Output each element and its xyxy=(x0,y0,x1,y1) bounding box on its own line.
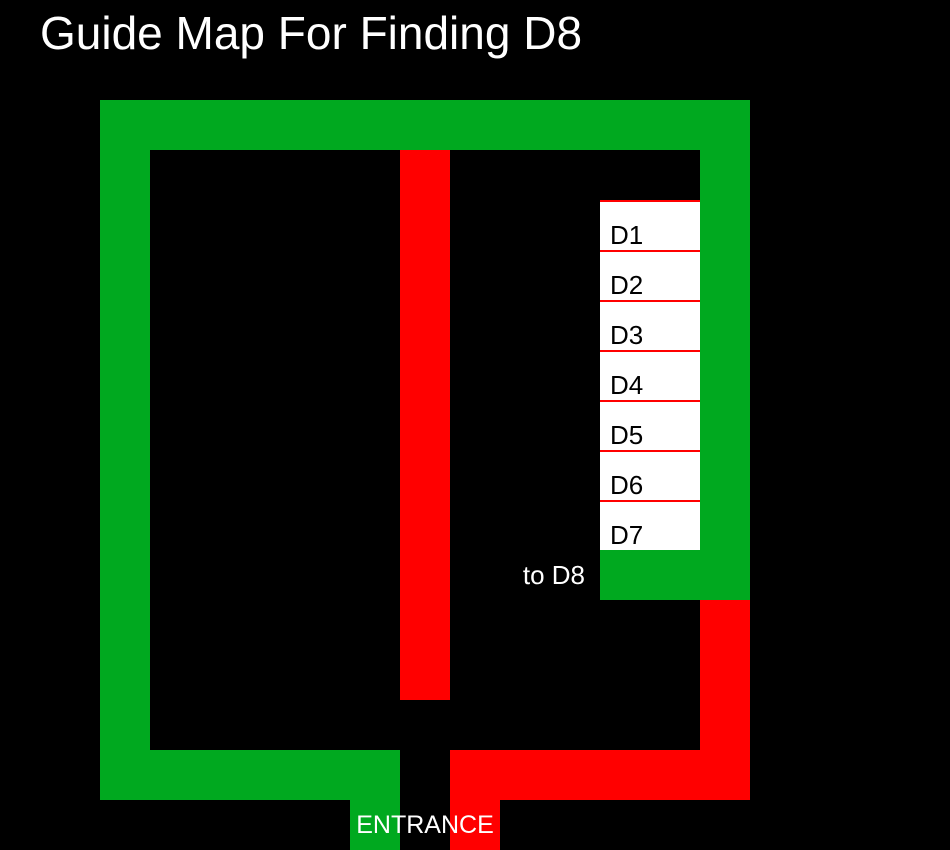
page-title: Guide Map For Finding D8 xyxy=(40,7,583,59)
room-d5[interactable]: D5 xyxy=(600,400,700,450)
room-d2[interactable]: D2 xyxy=(600,250,700,300)
guide-path-left xyxy=(100,100,150,800)
room-label: D2 xyxy=(610,270,644,300)
center-wall xyxy=(400,150,450,700)
entrance-wall-right xyxy=(450,750,500,850)
guide-path-right xyxy=(700,100,750,600)
to-d8-label: to D8 xyxy=(522,560,585,590)
bottom-wall-right xyxy=(450,750,750,800)
room-d6[interactable]: D6 xyxy=(600,450,700,500)
room-label: D7 xyxy=(610,520,644,550)
room-d4[interactable]: D4 xyxy=(600,350,700,400)
guide-path-to-d8 xyxy=(600,550,750,600)
room-label: D6 xyxy=(610,470,644,500)
room-label: D3 xyxy=(610,320,644,350)
room-d1[interactable]: D1 xyxy=(600,200,700,250)
room-label: D5 xyxy=(610,420,644,450)
room-label: D4 xyxy=(610,370,644,400)
guide-path-top xyxy=(100,100,750,150)
room-d3[interactable]: D3 xyxy=(600,300,700,350)
room-d7[interactable]: D7 xyxy=(600,500,700,550)
guide-path-entrance-left xyxy=(350,750,400,850)
room-label: D1 xyxy=(610,220,644,250)
entrance-label[interactable]: ENTRANCE xyxy=(356,811,494,839)
